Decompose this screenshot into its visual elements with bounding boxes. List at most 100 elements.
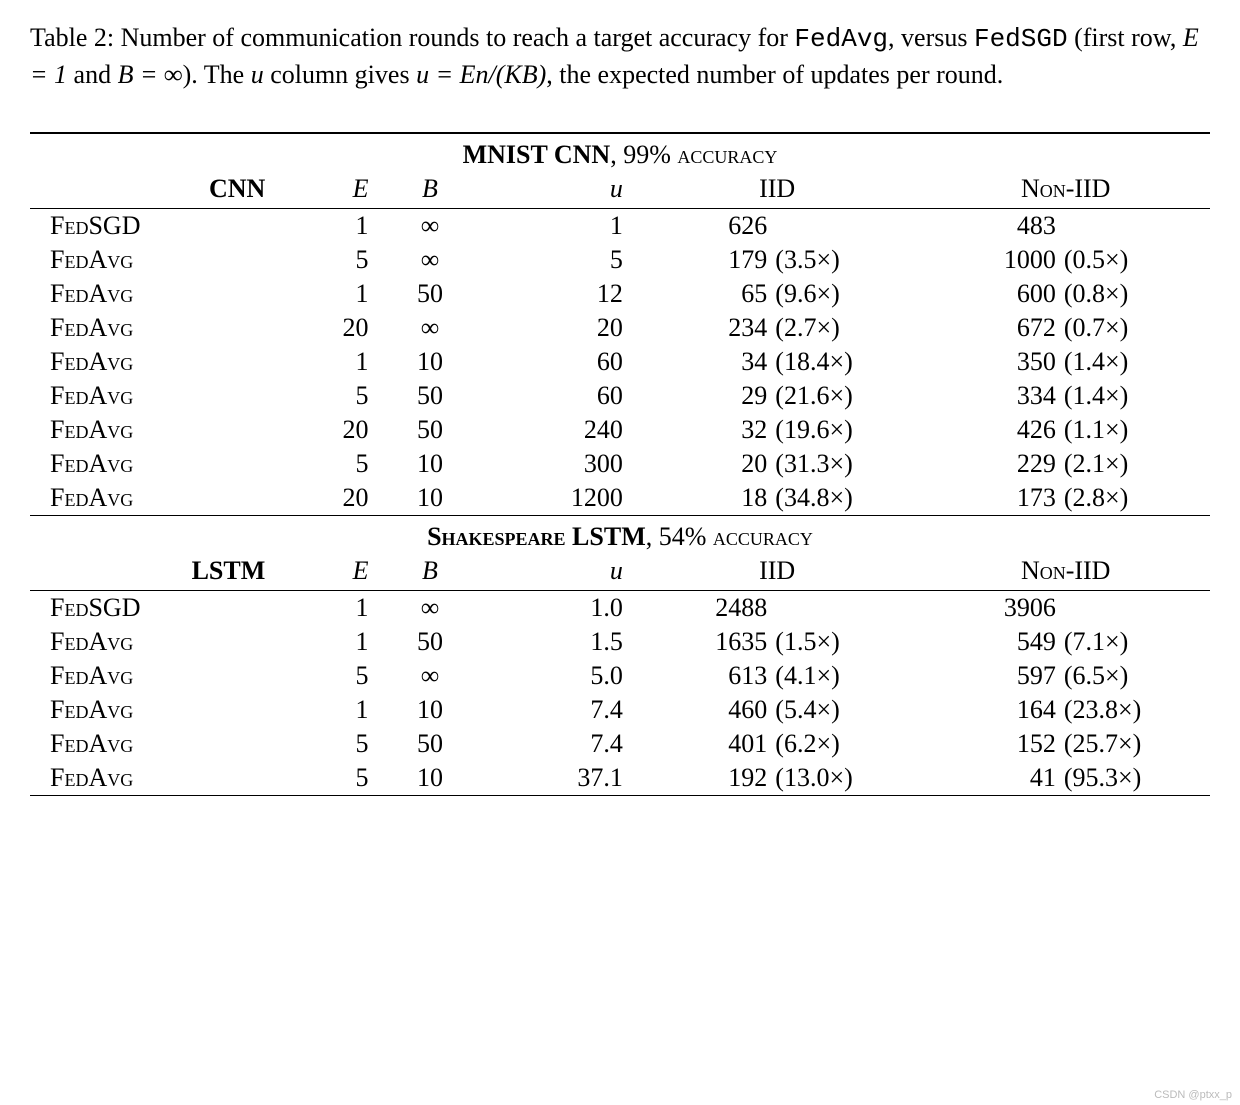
- section-title-rest: , 54%: [646, 522, 713, 551]
- table-row: FedAvg5∞5179(3.5×)1000(0.5×): [30, 243, 1210, 277]
- cell-iid-speedup: (21.6×): [771, 379, 921, 413]
- cell-E: 5: [269, 447, 372, 481]
- col-name: LSTM: [192, 556, 266, 585]
- section-title-sc: accuracy: [677, 140, 777, 169]
- col-u: u: [610, 174, 623, 203]
- method-name: FedSGD: [50, 211, 140, 240]
- table-row: FedAvg1501265(9.6×)600(0.8×): [30, 277, 1210, 311]
- cell-E: 5: [269, 243, 372, 277]
- cell-noniid-value: 597: [921, 659, 1059, 693]
- cell-E: 5: [269, 727, 372, 761]
- cell-iid-value: 626: [633, 209, 771, 244]
- cell-u: 20: [487, 311, 632, 345]
- column-header-row: CNN E B u IID Non-IID: [30, 172, 1210, 209]
- method-name: FedAvg: [50, 695, 133, 724]
- table-row: FedAvg5∞5.0613(4.1×)597(6.5×): [30, 659, 1210, 693]
- section-title-sc: accuracy: [713, 522, 813, 551]
- cell-iid-speedup: (6.2×): [771, 727, 921, 761]
- cell-iid-value: 32: [633, 413, 771, 447]
- col-E: E: [353, 556, 369, 585]
- table-row: FedAvg51030020(31.3×)229(2.1×): [30, 447, 1210, 481]
- cell-noniid-speedup: (0.5×): [1060, 243, 1210, 277]
- section-title: MNIST CNN, 99% accuracy: [30, 133, 1210, 172]
- cell-noniid-speedup: (23.8×): [1060, 693, 1210, 727]
- table-row: FedAvg205024032(19.6×)426(1.1×): [30, 413, 1210, 447]
- cell-E: 20: [269, 481, 372, 516]
- cell-iid-value: 65: [633, 277, 771, 311]
- table-row: FedAvg1106034(18.4×)350(1.4×): [30, 345, 1210, 379]
- cell-E: 20: [269, 311, 372, 345]
- cell-noniid-value: 1000: [921, 243, 1059, 277]
- cell-E: 1: [269, 693, 372, 727]
- cell-E: 5: [269, 659, 372, 693]
- table-caption: Table 2: Number of communication rounds …: [30, 20, 1210, 92]
- cell-noniid-value: 350: [921, 345, 1059, 379]
- cell-B: 10: [373, 761, 488, 796]
- cell-noniid-value: 3906: [921, 591, 1059, 626]
- cell-noniid-value: 152: [921, 727, 1059, 761]
- cell-B: 50: [373, 379, 488, 413]
- column-header-row: LSTM E B u IID Non-IID: [30, 554, 1210, 591]
- caption-text: , versus: [888, 23, 974, 52]
- method-name: FedAvg: [50, 661, 133, 690]
- cell-noniid-value: 549: [921, 625, 1059, 659]
- cell-iid-value: 2488: [633, 591, 771, 626]
- cell-iid-speedup: (2.7×): [771, 311, 921, 345]
- cell-noniid-speedup: (7.1×): [1060, 625, 1210, 659]
- cell-iid-value: 179: [633, 243, 771, 277]
- caption-text: Table 2: Number of communication rounds …: [30, 23, 794, 52]
- cell-iid-value: 460: [633, 693, 771, 727]
- cell-B: 10: [373, 693, 488, 727]
- caption-fedavg: FedAvg: [794, 24, 888, 54]
- method-name: FedAvg: [50, 729, 133, 758]
- cell-B: 50: [373, 413, 488, 447]
- cell-iid-value: 234: [633, 311, 771, 345]
- cell-iid-speedup: (13.0×): [771, 761, 921, 796]
- cell-u: 1.0: [487, 591, 632, 626]
- cell-u: 12: [487, 277, 632, 311]
- caption-text: , the expected number of updates per rou…: [546, 60, 1003, 89]
- cell-iid-speedup: [771, 591, 921, 626]
- cell-iid-value: 34: [633, 345, 771, 379]
- cell-B: 50: [373, 625, 488, 659]
- cell-u: 240: [487, 413, 632, 447]
- cell-u: 5: [487, 243, 632, 277]
- cell-iid-speedup: (18.4×): [771, 345, 921, 379]
- cell-iid-speedup: (5.4×): [771, 693, 921, 727]
- cell-E: 1: [269, 277, 372, 311]
- method-name: FedAvg: [50, 279, 133, 308]
- section-title-bold: MNIST CNN: [463, 140, 611, 169]
- cell-iid-value: 20: [633, 447, 771, 481]
- caption-eq: B = ∞: [118, 60, 183, 89]
- method-name: FedAvg: [50, 763, 133, 792]
- col-noniid: Non-IID: [1021, 556, 1111, 585]
- method-name: FedSGD: [50, 593, 140, 622]
- cell-u: 60: [487, 345, 632, 379]
- table-row: FedAvg5506029(21.6×)334(1.4×): [30, 379, 1210, 413]
- cell-B: 10: [373, 345, 488, 379]
- cell-noniid-speedup: (25.7×): [1060, 727, 1210, 761]
- cell-iid-speedup: (19.6×): [771, 413, 921, 447]
- cell-B: ∞: [373, 209, 488, 244]
- method-name: FedAvg: [50, 449, 133, 478]
- cell-iid-speedup: (4.1×): [771, 659, 921, 693]
- cell-B: ∞: [373, 591, 488, 626]
- cell-E: 1: [269, 345, 372, 379]
- cell-noniid-speedup: (95.3×): [1060, 761, 1210, 796]
- cell-noniid-speedup: (0.7×): [1060, 311, 1210, 345]
- cell-E: 1: [269, 625, 372, 659]
- cell-noniid-value: 164: [921, 693, 1059, 727]
- cell-u: 300: [487, 447, 632, 481]
- method-name: FedAvg: [50, 627, 133, 656]
- cell-B: 50: [373, 277, 488, 311]
- cell-u: 1: [487, 209, 632, 244]
- cell-iid-value: 192: [633, 761, 771, 796]
- section-title-rest: , 99%: [610, 140, 677, 169]
- cell-iid-speedup: (1.5×): [771, 625, 921, 659]
- method-name: FedAvg: [50, 381, 133, 410]
- caption-fedsgd: FedSGD: [974, 24, 1068, 54]
- caption-text: column gives: [264, 60, 416, 89]
- table-row: FedAvg1501.51635(1.5×)549(7.1×): [30, 625, 1210, 659]
- cell-iid-value: 18: [633, 481, 771, 516]
- cell-u: 1.5: [487, 625, 632, 659]
